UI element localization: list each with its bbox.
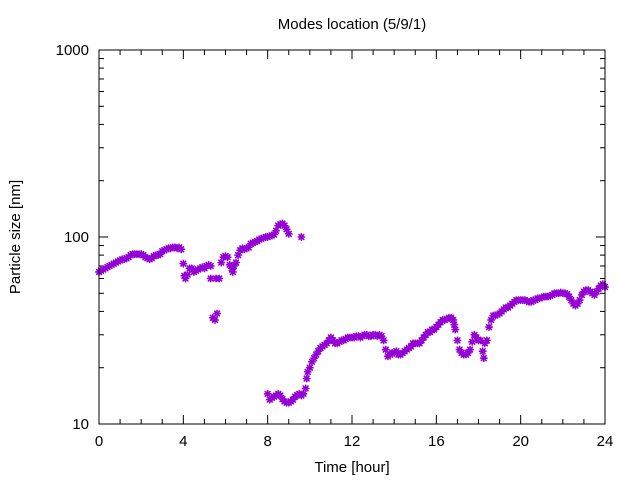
data-point [177,245,186,254]
data-point [449,315,458,324]
data-point [179,259,188,268]
chart-title: Modes location (5/9/1) [278,16,426,33]
x-tick-label: 8 [263,433,271,450]
x-tick-label: 12 [344,433,361,450]
data-point [482,336,491,345]
data-point [232,258,241,267]
data-point [206,261,215,270]
data-point [450,320,459,329]
data-point [466,345,475,354]
data-point [305,363,314,372]
data-point [183,270,192,279]
data-point [381,345,390,354]
data-point [302,374,311,383]
data-points [95,219,610,407]
x-tick-label: 4 [179,433,187,450]
data-point [478,347,487,356]
data-point [228,267,237,276]
y-axis-ticks: 10 100 1000 [56,42,605,433]
data-point [223,253,232,262]
data-point [479,354,488,363]
data-point [485,323,494,332]
data-point [468,337,477,346]
x-tick-label: 0 [95,433,103,450]
x-tick-label: 16 [428,433,445,450]
data-point [284,229,293,238]
data-point [215,274,224,283]
data-point [451,325,460,334]
data-point [210,315,219,324]
data-point [301,384,310,393]
x-axis-label: Time [hour] [314,459,389,476]
y-tick-label: 1000 [56,42,89,59]
data-point [476,336,485,345]
y-tick-label: 100 [64,229,89,246]
x-tick-label: 20 [512,433,529,450]
x-tick-label: 24 [597,433,614,450]
data-point [453,336,462,345]
data-point [297,233,306,241]
data-point [379,336,388,345]
plot-frame [98,49,606,425]
y-tick-label: 10 [72,416,89,433]
y-axis-label: Particle size [nm] [7,180,24,294]
data-point [213,309,222,318]
